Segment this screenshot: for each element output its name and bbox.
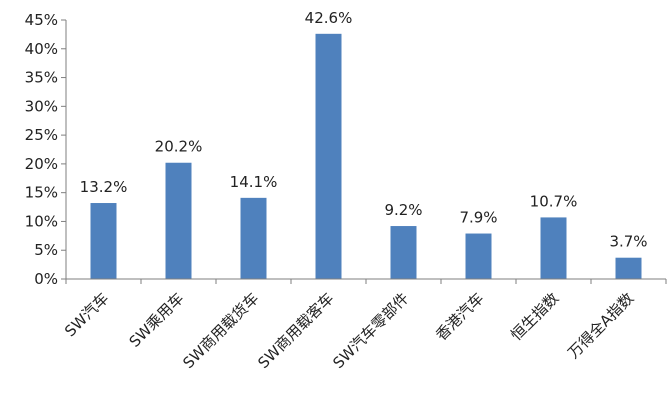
y-tick-label: 20% bbox=[25, 155, 58, 173]
bar bbox=[90, 203, 117, 279]
data-label: 20.2% bbox=[155, 138, 203, 156]
y-ticks-group: 0% 5% 10% 15% 20% 25% 30% 35% 40% 45% bbox=[25, 11, 66, 288]
y-tick-label: 45% bbox=[25, 11, 58, 29]
y-tick-label: 10% bbox=[25, 212, 58, 230]
category-label: SW商用载货车 bbox=[179, 289, 262, 372]
bars-group bbox=[90, 33, 642, 280]
data-label: 14.1% bbox=[230, 173, 278, 191]
bar bbox=[315, 33, 342, 280]
axes-group bbox=[65, 20, 667, 284]
y-tick-label: 35% bbox=[25, 69, 58, 87]
bar bbox=[390, 226, 417, 279]
data-label: 42.6% bbox=[305, 9, 353, 27]
y-tick-label: 15% bbox=[25, 184, 58, 202]
y-tick-label: 25% bbox=[25, 126, 58, 144]
y-tick-label: 40% bbox=[25, 40, 58, 58]
y-tick-label: 0% bbox=[34, 270, 58, 288]
category-label: SW汽车零部件 bbox=[329, 289, 412, 372]
category-label: 万得全A指数 bbox=[564, 289, 637, 362]
data-label: 7.9% bbox=[459, 209, 497, 227]
data-label: 3.7% bbox=[609, 233, 647, 251]
category-label: SW商用载客车 bbox=[254, 289, 337, 372]
bar bbox=[615, 257, 642, 279]
category-label: SW乘用车 bbox=[126, 289, 188, 351]
bar bbox=[540, 217, 567, 279]
y-tick-label: 5% bbox=[34, 241, 58, 259]
bar bbox=[465, 233, 492, 279]
data-label: 13.2% bbox=[80, 178, 128, 196]
bar bbox=[165, 162, 192, 279]
category-label: 恒生指数 bbox=[507, 289, 562, 344]
category-label: SW汽车 bbox=[61, 289, 112, 340]
bar bbox=[240, 197, 267, 279]
y-tick-label: 30% bbox=[25, 97, 58, 115]
category-label: 香港汽车 bbox=[432, 289, 487, 344]
data-label: 9.2% bbox=[384, 201, 422, 219]
data-label: 10.7% bbox=[530, 192, 578, 210]
data-labels-group: 13.2% 20.2% 14.1% 42.6% 9.2% 7.9% 10.7% 3.7% bbox=[80, 9, 648, 251]
